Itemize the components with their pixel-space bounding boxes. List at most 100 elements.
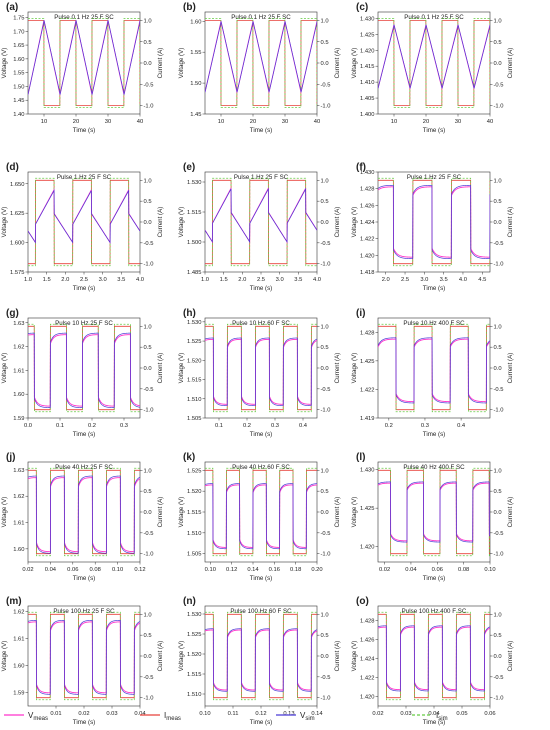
y2-tick-label: -1.0 bbox=[144, 408, 154, 414]
plot-area bbox=[28, 17, 140, 109]
y2-tick-label: 0.5 bbox=[494, 633, 502, 639]
x-axis-label: Time (s) bbox=[250, 285, 272, 292]
y2-tick-label: -1.0 bbox=[321, 696, 331, 702]
y2-tick-label: 0.5 bbox=[144, 199, 152, 205]
y2-tick-label: 0.0 bbox=[144, 61, 152, 67]
y-tick-label: 1.430 bbox=[360, 170, 375, 176]
x-axis-label: Time (s) bbox=[423, 719, 445, 726]
plot-area bbox=[205, 467, 317, 557]
plot-area bbox=[28, 177, 140, 267]
panel-letter: (c) bbox=[356, 2, 368, 13]
series-v-meas bbox=[28, 621, 140, 694]
x-axis-label: Time (s) bbox=[423, 575, 445, 582]
x-tick-label: 0.02 bbox=[379, 567, 390, 573]
y2-tick-label: 0.0 bbox=[494, 654, 502, 660]
y2-tick-label: 0.0 bbox=[494, 220, 502, 226]
y2-tick-label: 1.0 bbox=[144, 468, 152, 474]
y-tick-label: 1.424 bbox=[360, 220, 375, 226]
y2-tick-label: -0.5 bbox=[144, 241, 154, 247]
chart-panel: (a) Pulse 0.1 Hz 25 F SC 10 20 30 40 1.40 1.45 1… bbox=[1, 2, 164, 134]
y2-tick-label: 1.0 bbox=[494, 324, 502, 330]
chart-panel: (l) Pulse 40 Hz 400 F SC 0.02 0.04 0.06 0.08 0… bbox=[351, 452, 514, 582]
y-tick-label: 1.510 bbox=[187, 692, 202, 698]
y-tick-label: 1.45 bbox=[13, 98, 24, 104]
plot-area bbox=[378, 611, 490, 701]
plot-area bbox=[378, 177, 490, 267]
y2-tick-label: 0.0 bbox=[144, 220, 152, 226]
x-tick-label: 3.5 bbox=[117, 277, 125, 283]
y-tick-label: 1.500 bbox=[187, 240, 202, 246]
plot-area bbox=[378, 467, 490, 557]
x-tick-label: 2.5 bbox=[257, 277, 265, 283]
y2-tick-label: 0.5 bbox=[494, 345, 502, 351]
chart-panel: (n) Pulse 100 Hz 60 F SC 0.10 0.11 0.12 0.13 0… bbox=[178, 596, 341, 726]
x-tick-label: 0.3 bbox=[120, 423, 128, 429]
y2-axis-label: Current (A) bbox=[507, 48, 514, 79]
plot-frame bbox=[27, 317, 141, 419]
series-i-meas bbox=[28, 469, 140, 555]
y2-axis-label: Current (A) bbox=[334, 207, 341, 238]
y2-axis-label: Current (A) bbox=[507, 497, 514, 528]
y-axis-label: Voltage (V) bbox=[351, 497, 358, 528]
series-v-sim bbox=[378, 625, 490, 692]
panel-letter: (e) bbox=[183, 162, 195, 173]
x-axis-label: Time (s) bbox=[73, 719, 95, 726]
y2-tick-label: 1.0 bbox=[321, 468, 329, 474]
panel-letter: (h) bbox=[183, 308, 196, 319]
y-tick-label: 1.62 bbox=[13, 609, 24, 615]
y-tick-label: 1.520 bbox=[187, 489, 202, 495]
series-i-meas bbox=[378, 469, 490, 555]
plot-frame bbox=[27, 11, 141, 115]
y2-tick-label: 0.5 bbox=[144, 489, 152, 495]
panel-title: Pulse 0.1 Hz 25 F SC bbox=[231, 14, 291, 21]
y2-axis-label: Current (A) bbox=[507, 207, 514, 238]
y2-tick-label: 1.0 bbox=[144, 19, 152, 25]
y2-tick-label: -1.0 bbox=[144, 104, 154, 110]
panel-title: Pulse 0.1 Hz 25 F SC bbox=[54, 14, 114, 21]
y-tick-label: 1.405 bbox=[360, 96, 375, 102]
y2-tick-label: -0.5 bbox=[321, 241, 331, 247]
series-i-sim bbox=[205, 611, 317, 701]
legend-label-isim: Isim bbox=[436, 711, 448, 722]
series-v-sim bbox=[378, 337, 490, 404]
x-tick-label: 3.0 bbox=[276, 277, 284, 283]
chart-panel: (i) Pulse 10 Hz 400 F SC 0.2 0.3 0.4 1.419 1.4… bbox=[351, 308, 514, 438]
x-tick-label: 0.1 bbox=[56, 423, 64, 429]
y2-tick-label: 0.0 bbox=[144, 654, 152, 660]
y-tick-label: 1.45 bbox=[190, 112, 201, 118]
x-tick-label: 0.08 bbox=[458, 567, 469, 573]
x-tick-label: 0.01 bbox=[50, 711, 61, 717]
x-tick-label: 1.0 bbox=[24, 277, 32, 283]
series-v-sim bbox=[378, 184, 490, 260]
series-i-meas bbox=[205, 469, 317, 555]
chart-panel: (d) Pulse 1 Hz 25 F SC 1.0 1.5 2.0 2.5 3.0 3.5 4… bbox=[1, 162, 164, 292]
series-i-meas bbox=[28, 613, 140, 699]
y-tick-label: 1.65 bbox=[13, 43, 24, 49]
y2-tick-label: 1.0 bbox=[144, 612, 152, 618]
plot-area bbox=[205, 323, 317, 413]
y-tick-label: 1.63 bbox=[13, 468, 24, 474]
x-tick-label: 0.08 bbox=[90, 567, 101, 573]
series-i-meas bbox=[205, 20, 317, 106]
x-tick-label: 0.04 bbox=[428, 711, 440, 717]
y-tick-label: 1.425 bbox=[360, 506, 375, 512]
series-v-sim bbox=[28, 20, 140, 95]
y-tick-label: 1.515 bbox=[187, 510, 202, 516]
y-tick-label: 1.422 bbox=[360, 675, 375, 681]
y-tick-label: 1.420 bbox=[360, 48, 375, 54]
plot-area bbox=[205, 611, 317, 701]
x-tick-label: 0.12 bbox=[134, 567, 145, 573]
y2-tick-label: 1.0 bbox=[321, 178, 329, 184]
series-v-meas bbox=[378, 482, 490, 542]
y-axis-label: Voltage (V) bbox=[178, 353, 185, 384]
y2-tick-label: 0.0 bbox=[321, 366, 329, 372]
series-i-meas bbox=[28, 179, 140, 265]
x-tick-label: 3.0 bbox=[99, 277, 107, 283]
x-tick-label: 10 bbox=[218, 119, 224, 125]
y-axis-label: Voltage (V) bbox=[351, 641, 358, 672]
y-axis-label: Voltage (V) bbox=[1, 48, 8, 79]
panel-letter: (g) bbox=[6, 308, 19, 319]
y-tick-label: 1.520 bbox=[187, 358, 202, 364]
y-tick-label: 1.55 bbox=[13, 71, 24, 77]
